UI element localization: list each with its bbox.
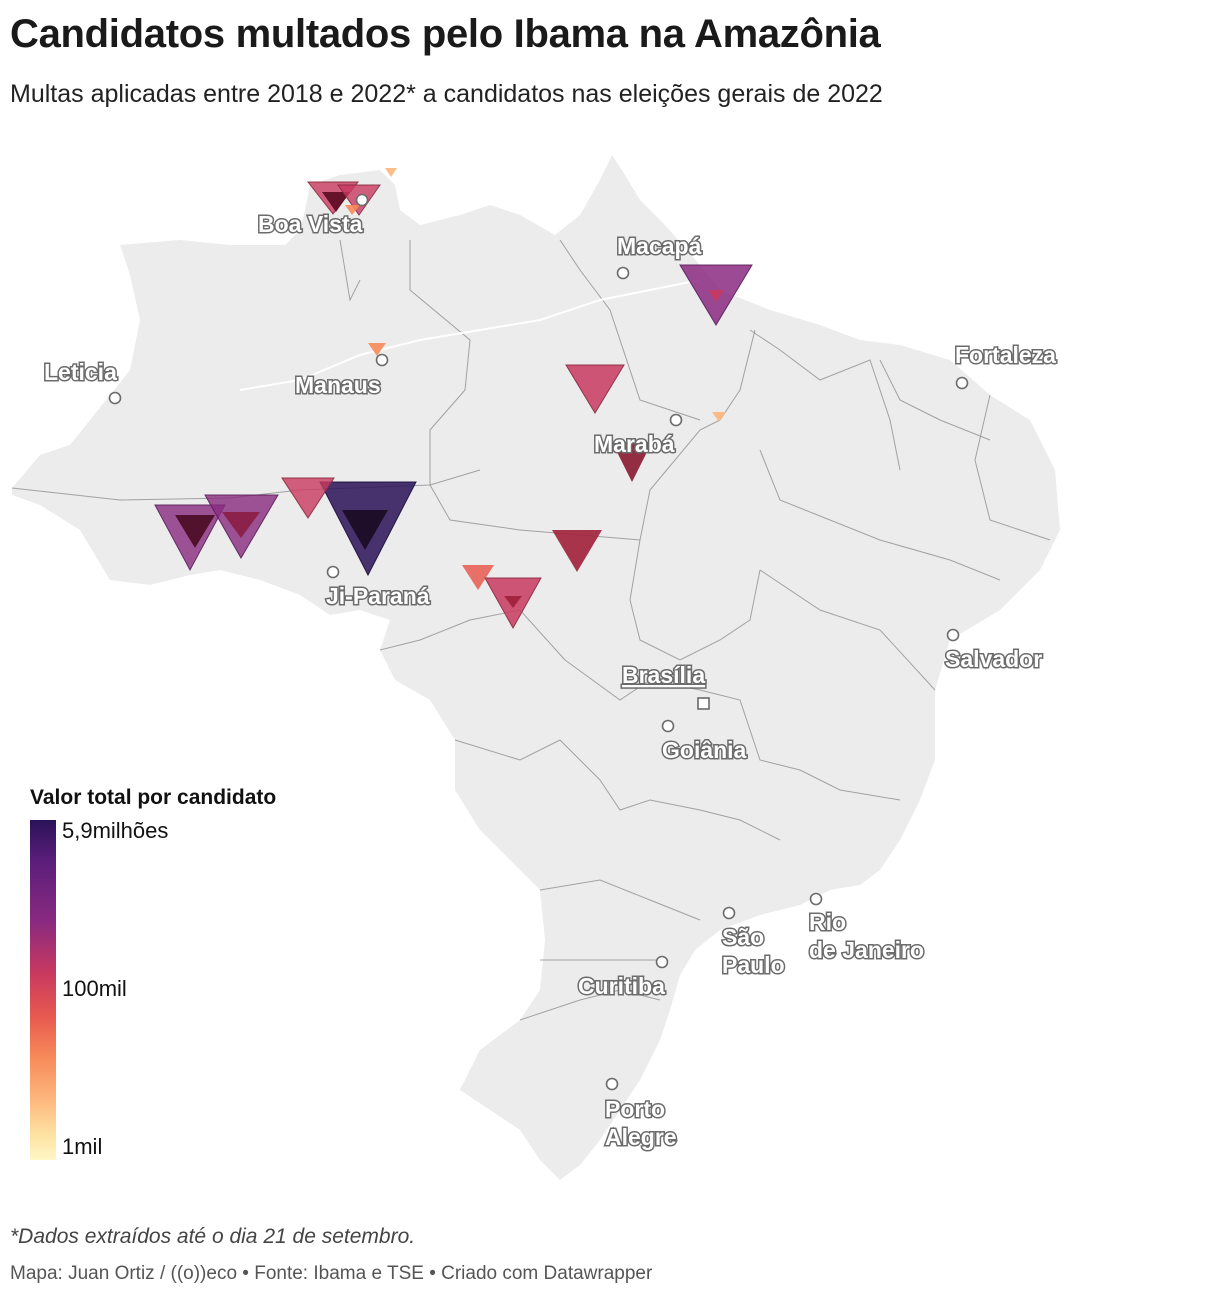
fine-marker (504, 596, 522, 608)
fine-marker (175, 515, 215, 548)
fine-marker (222, 512, 260, 538)
fine-marker (462, 565, 494, 590)
legend-mid-label: 100mil (62, 976, 127, 1001)
city-label: Ji-Paraná (326, 583, 430, 609)
city-label: Manaus (295, 372, 381, 398)
legend-min-label: 1mil (62, 1134, 103, 1159)
legend-color-scale (30, 820, 56, 1160)
city-dot-curitiba (655, 955, 669, 969)
fine-markers (154, 168, 753, 630)
city-dot-manaus (375, 353, 389, 367)
city-dot-goiania (661, 719, 675, 733)
city-label: Fortaleza (955, 342, 1056, 368)
fine-marker (322, 192, 350, 212)
city-label: Curitiba (578, 973, 665, 999)
fine-marker (552, 530, 602, 572)
chart-title: Candidatos multados pelo Ibama na Amazôn… (10, 12, 881, 56)
legend-title: Valor total por candidato (30, 786, 277, 809)
fine-marker (612, 442, 652, 482)
city-label-line: de Janeiro (809, 937, 924, 963)
city-label-line: Paulo (722, 952, 785, 978)
city-markers (108, 193, 969, 1091)
legend-max-label: 5,9milhões (62, 818, 169, 843)
city-dot-porto-alegre (605, 1077, 619, 1091)
fine-marker (708, 290, 724, 302)
city-dot-ji-parana (326, 565, 340, 579)
capital-marker-brasilia (697, 697, 710, 710)
fine-marker (385, 168, 397, 177)
city-dot-rio (809, 892, 823, 906)
city-dot-sao-paulo (722, 906, 736, 920)
city-label: Boa Vista (258, 211, 363, 237)
state-borders (11, 239, 1051, 1021)
city-labels: Boa Vista Macapá Leticia Manaus Fortalez… (43, 210, 1058, 1152)
city-label-line: São (722, 924, 764, 950)
fine-marker (368, 343, 386, 356)
city-dot-boa-vista (355, 193, 369, 207)
fine-marker (342, 510, 388, 550)
city-label-line: Porto (605, 1096, 665, 1122)
chart-subtitle: Multas aplicadas entre 2018 e 2022* a ca… (10, 80, 883, 108)
city-dot-macapa (616, 266, 630, 280)
brazil-land (12, 155, 1060, 1180)
city-label: Brasília (622, 662, 705, 688)
city-label-sao-paulo: São Paulo (721, 923, 787, 980)
city-label: Leticia (44, 359, 117, 385)
city-label-line: Alegre (605, 1124, 677, 1150)
city-dot-maraba (669, 413, 683, 427)
city-label: Marabá (594, 431, 675, 457)
fine-marker (565, 364, 625, 414)
fine-marker (281, 477, 335, 519)
city-label-rio: Rio de Janeiro (808, 908, 926, 965)
city-label-porto-alegre: Porto Alegre (604, 1095, 679, 1152)
fine-marker (712, 412, 726, 422)
footnote: *Dados extraídos até o dia 21 de setembr… (10, 1225, 416, 1248)
amazon-river (239, 279, 701, 391)
credits: Mapa: Juan Ortiz / ((o))eco • Fonte: Iba… (10, 1263, 653, 1284)
city-dot-leticia (108, 391, 122, 405)
city-dot-salvador (946, 628, 960, 642)
brazil-map: Boa Vista Macapá Leticia Manaus Fortalez… (11, 155, 1060, 1180)
city-dot-fortaleza (955, 376, 969, 390)
city-label: Goiânia (662, 737, 747, 763)
fine-marker (345, 205, 360, 215)
city-label: Macapá (617, 233, 702, 259)
city-label-line: Rio (809, 909, 846, 935)
city-label: Salvador (945, 646, 1042, 672)
